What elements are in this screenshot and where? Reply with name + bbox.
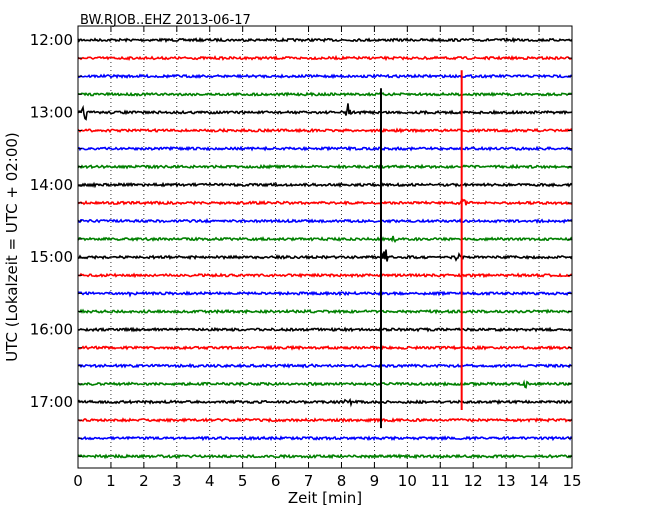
seismogram-trace bbox=[77, 272, 573, 279]
y-axis-label: UTC (Lokalzeit = UTC + 02:00) bbox=[3, 132, 21, 362]
seismogram-trace bbox=[77, 249, 573, 262]
x-tick-label: 5 bbox=[238, 472, 248, 490]
x-tick-label: 6 bbox=[271, 472, 281, 490]
x-tick-label: 13 bbox=[497, 472, 516, 490]
seismogram-trace bbox=[77, 163, 573, 170]
seismogram-trace bbox=[77, 326, 573, 333]
seismogram-trace bbox=[77, 91, 572, 98]
x-tick-label: 7 bbox=[304, 472, 314, 490]
x-tick-label: 15 bbox=[562, 472, 581, 490]
seismogram-trace bbox=[77, 435, 573, 442]
seismogram-trace bbox=[77, 73, 573, 80]
y-tick-label: 12:00 bbox=[30, 31, 73, 49]
seismogram-trace bbox=[77, 197, 573, 206]
seismogram-trace bbox=[77, 54, 573, 62]
y-tick-label: 14:00 bbox=[30, 176, 73, 194]
seismogram-trace bbox=[77, 417, 573, 424]
x-tick-label: 1 bbox=[106, 472, 116, 490]
x-tick-label: 10 bbox=[398, 472, 417, 490]
plot-background bbox=[78, 26, 572, 468]
x-tick-label: 14 bbox=[530, 472, 549, 490]
seismogram-trace bbox=[77, 127, 573, 134]
y-tick-label: 15:00 bbox=[30, 248, 73, 266]
x-tick-label: 9 bbox=[370, 472, 380, 490]
seismogram-trace bbox=[77, 235, 573, 244]
x-axis-label: Zeit [min] bbox=[288, 489, 362, 507]
x-tick-label: 2 bbox=[139, 472, 149, 490]
x-tick-label: 8 bbox=[337, 472, 347, 490]
seismogram-trace bbox=[77, 362, 573, 369]
trace-layer bbox=[77, 36, 573, 460]
seismogram-trace bbox=[77, 397, 572, 408]
y-tick-label: 17:00 bbox=[30, 393, 73, 411]
seismogram-trace bbox=[77, 103, 573, 121]
seismogram-trace bbox=[77, 145, 573, 152]
seismogram-trace bbox=[77, 218, 573, 225]
x-tick-label: 3 bbox=[172, 472, 182, 490]
x-tick-label: 11 bbox=[431, 472, 450, 490]
chart-title: BW.RJOB..EHZ 2013-06-17 bbox=[80, 13, 251, 28]
seismogram-trace bbox=[77, 453, 573, 460]
x-tick-label: 12 bbox=[464, 472, 483, 490]
spike-layer bbox=[379, 70, 463, 429]
seismogram-trace bbox=[78, 308, 573, 315]
seismogram-trace bbox=[77, 181, 573, 189]
seismogram-trace bbox=[77, 36, 573, 44]
seismogram-trace bbox=[77, 344, 573, 351]
x-tick-label: 0 bbox=[73, 472, 83, 490]
plot-frame bbox=[77, 25, 573, 469]
tick-layer: 0 1 2 3 4 5 6 7 8 9 10 11 12 13 14 1512:0013:0014:0015:… bbox=[30, 26, 582, 490]
grid-layer bbox=[110, 26, 540, 468]
y-tick-label: 16:00 bbox=[30, 321, 73, 339]
seismogram-trace bbox=[77, 290, 573, 298]
seismogram-trace bbox=[77, 379, 573, 389]
x-tick-label: 4 bbox=[205, 472, 215, 490]
y-tick-label: 13:00 bbox=[30, 103, 73, 121]
